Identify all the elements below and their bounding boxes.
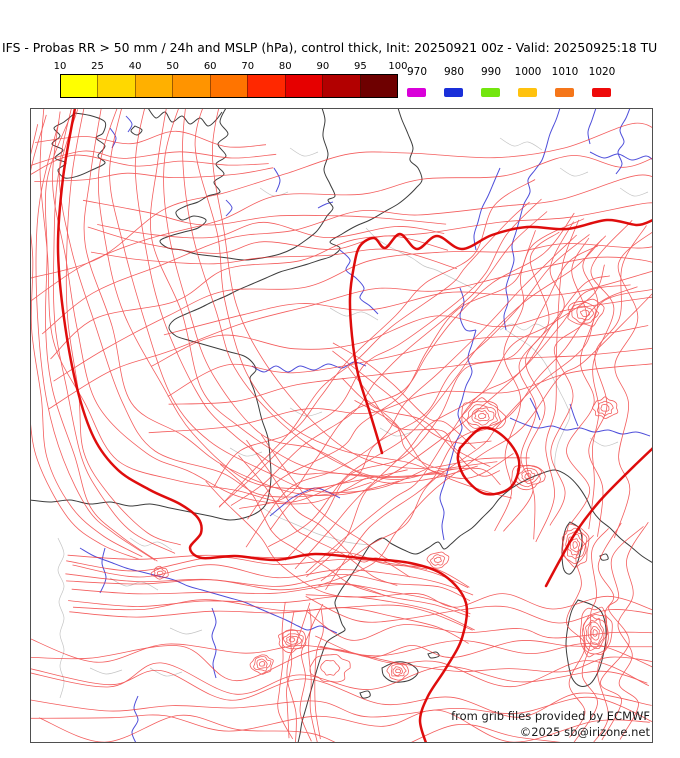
mslp-tick-label: 970 xyxy=(406,66,428,78)
control-contours-layer xyxy=(56,108,653,743)
mslp-color-chip xyxy=(481,88,500,97)
prob-scale-segment xyxy=(359,75,397,97)
attribution-source: from grib files provided by ECMWF xyxy=(451,709,650,723)
probability-colorbar xyxy=(60,74,398,98)
prob-scale-tick-label: 50 xyxy=(166,61,180,72)
prob-scale-segment xyxy=(322,75,360,97)
prob-scale-tick-label: 60 xyxy=(203,61,217,72)
mslp-color-chip xyxy=(555,88,574,97)
map-canvas xyxy=(30,108,653,743)
probability-scale-labels: 10 25 40 50 60 70 80 90 95 100 xyxy=(54,61,408,73)
rivers-layer xyxy=(79,108,653,743)
map-container xyxy=(30,108,653,743)
prob-scale-tick-label: 100 xyxy=(388,61,408,72)
prob-scale-segment xyxy=(209,75,248,97)
mslp-tick-label: 980 xyxy=(443,66,465,78)
prob-scale-tick-label: 80 xyxy=(278,61,292,72)
prob-scale-tick-label: 40 xyxy=(128,61,142,72)
mslp-color-chip xyxy=(592,88,611,97)
mslp-color-chip xyxy=(518,88,537,97)
prob-scale-tick-label: 95 xyxy=(354,61,367,72)
map-layers xyxy=(30,108,653,743)
prob-scale-tick-label: 90 xyxy=(316,61,330,72)
mslp-tick-label: 1010 xyxy=(551,66,579,78)
ensemble-contours-layer xyxy=(30,108,653,743)
mslp-tick-label: 1000 xyxy=(514,66,542,78)
prob-scale-segment xyxy=(61,75,98,97)
prob-scale-segment xyxy=(134,75,173,97)
attribution-copyright: ©2025 sb@irizone.net xyxy=(519,725,650,739)
mslp-legend: 970 980 990 1000 1010 1020 xyxy=(398,66,648,102)
mslp-color-chip xyxy=(444,88,463,97)
prob-scale-segment xyxy=(284,75,323,97)
page-title: IFS - Probas RR > 50 mm / 24h and MSLP (… xyxy=(2,40,658,55)
mslp-tick-label: 990 xyxy=(480,66,502,78)
prob-scale-tick-label: 10 xyxy=(53,61,67,72)
prob-scale-segment xyxy=(97,75,135,97)
mslp-tick-label: 1020 xyxy=(588,66,616,78)
mslp-color-chip xyxy=(407,88,426,97)
prob-scale-tick-label: 70 xyxy=(241,61,255,72)
prob-scale-tick-label: 25 xyxy=(91,61,104,72)
prob-scale-segment xyxy=(172,75,210,97)
prob-scale-segment xyxy=(247,75,285,97)
admin-borders-layer xyxy=(57,137,649,699)
